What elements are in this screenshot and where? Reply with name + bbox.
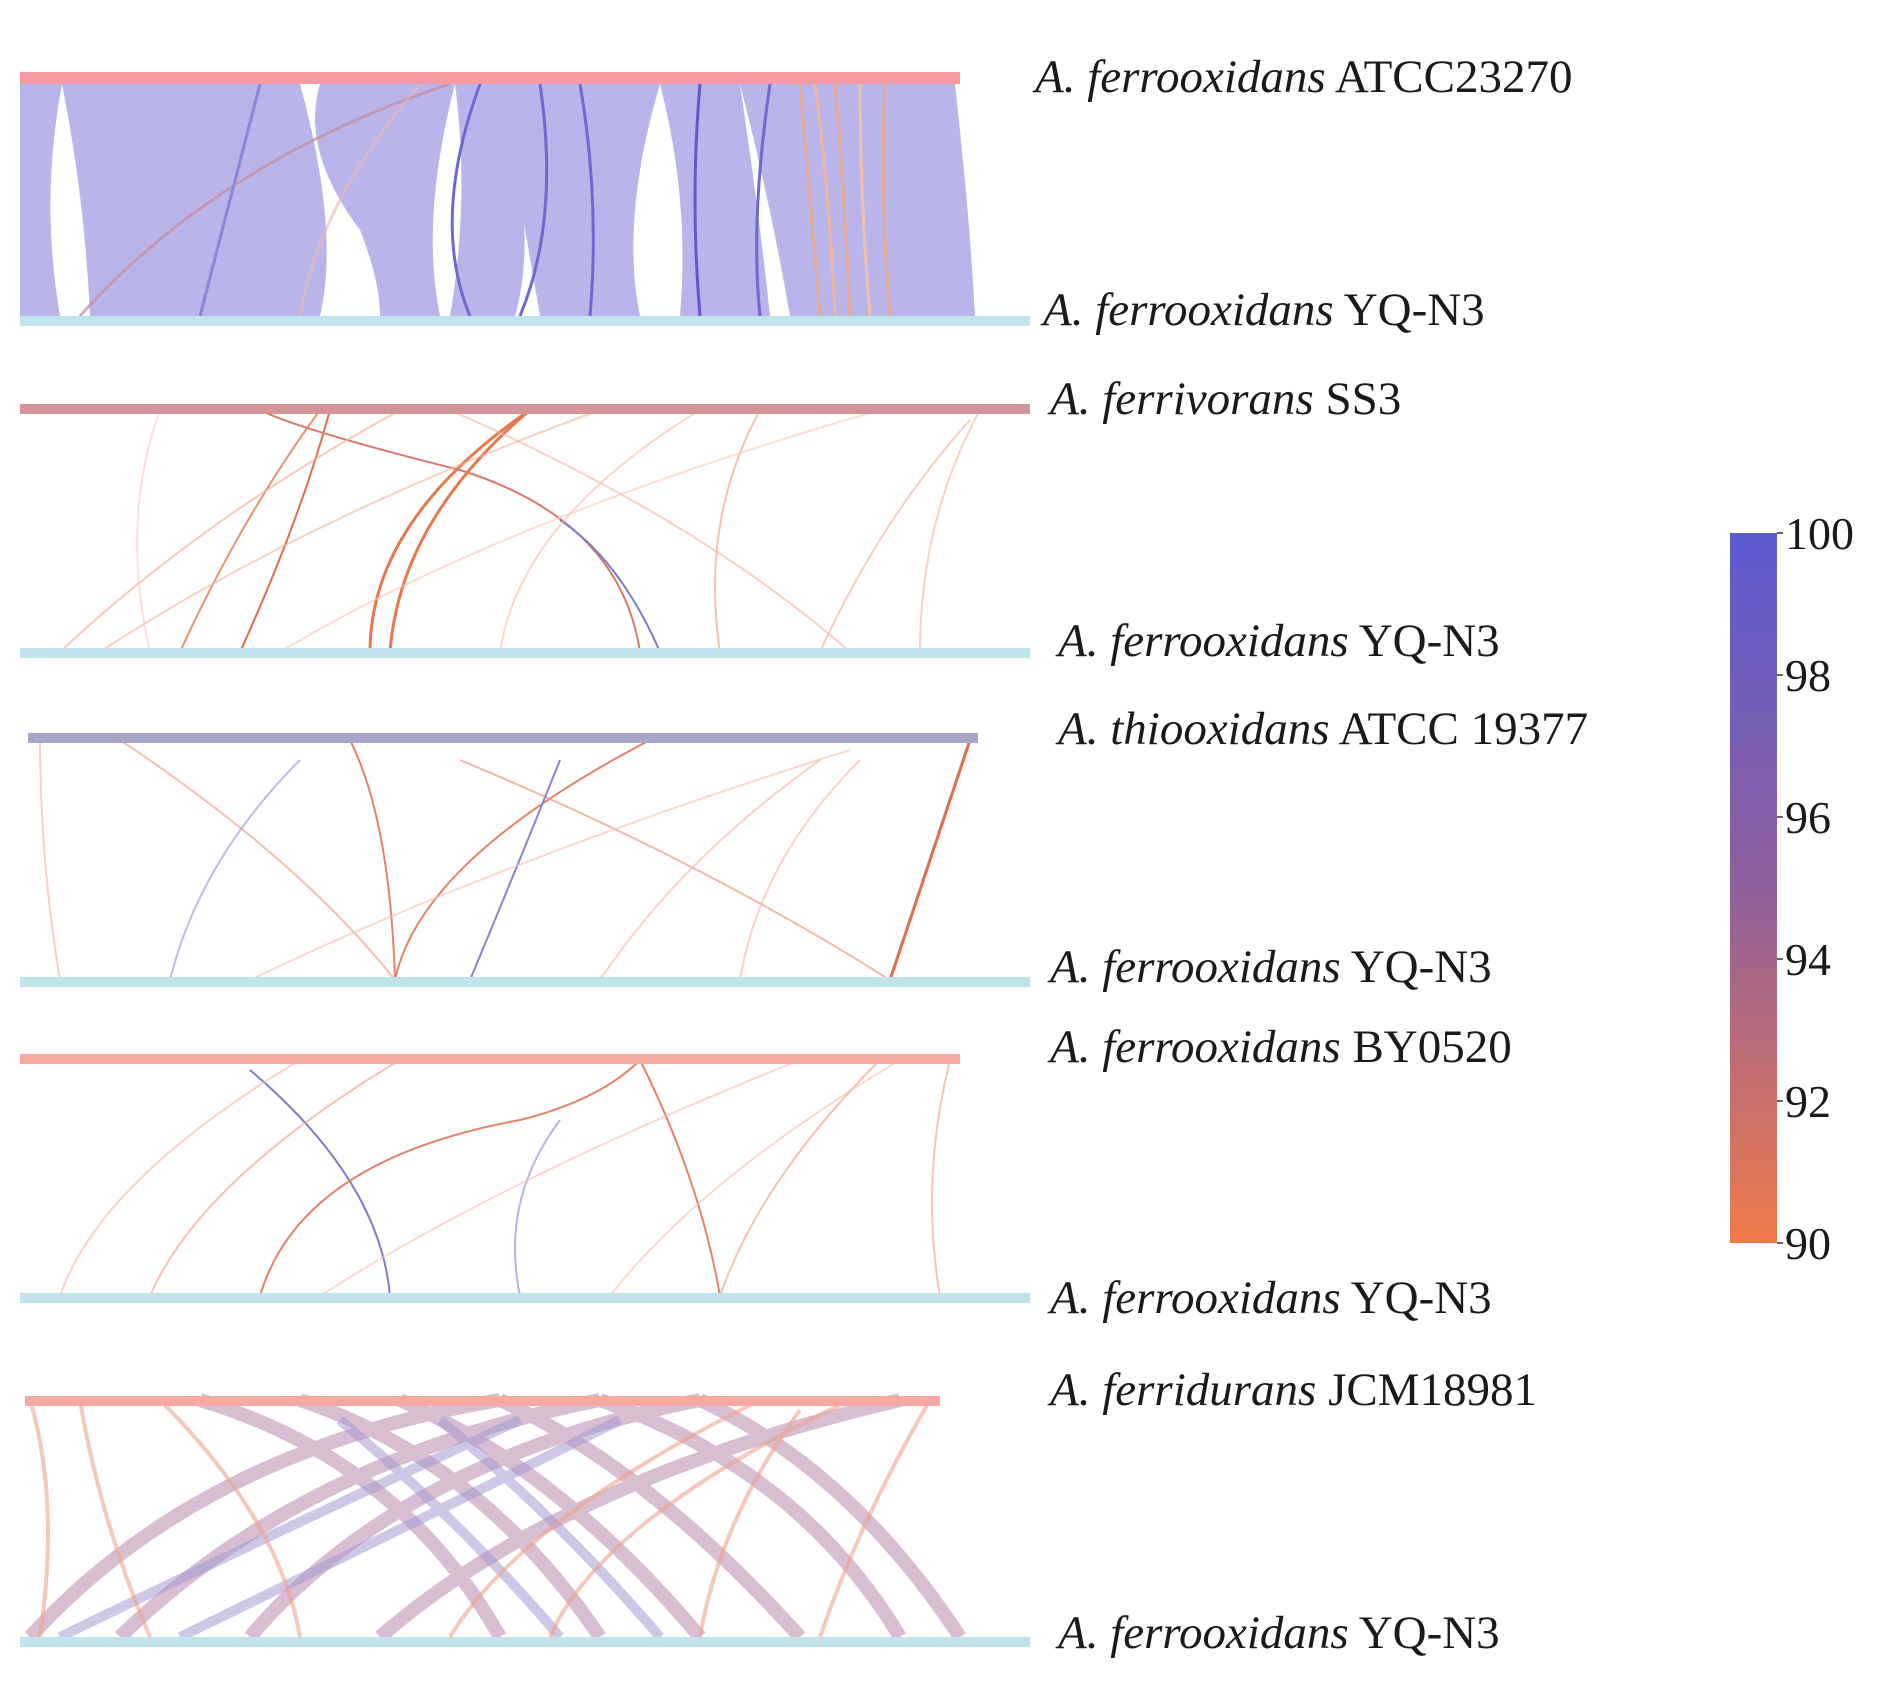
panel-4-links (59, 1059, 951, 1297)
genome-bars (20, 72, 1030, 1647)
genome-bar-atcc19377 (28, 733, 978, 743)
genome-bar-yqn3-5 (20, 1637, 1030, 1647)
label-yqn3-1: A. ferrooxidans YQ-N3 (1040, 284, 1485, 336)
panel-1-links (20, 82, 975, 318)
genome-labels: A. ferrooxidans ATCC23270 A. ferrooxidan… (1032, 51, 1588, 1659)
panel-3-links (39, 739, 972, 981)
label-by0520: A. ferrooxidans BY0520 (1047, 1021, 1512, 1073)
label-yqn3-4: A. ferrooxidans YQ-N3 (1047, 1272, 1492, 1324)
label-yqn3-3: A. ferrooxidans YQ-N3 (1047, 941, 1492, 993)
colorbar-tick-label: 98 (1785, 650, 1831, 701)
label-ss3: A. ferrivorans SS3 (1047, 373, 1401, 425)
colorbar-tick-label: 96 (1785, 792, 1831, 843)
label-atcc19377: A. thiooxidans ATCC 19377 (1055, 703, 1588, 755)
colorbar-tick-label: 94 (1785, 934, 1831, 985)
label-yqn3-5: A. ferrooxidans YQ-N3 (1055, 1607, 1500, 1659)
panel-5-links (24, 1393, 966, 1643)
genome-bar-jcm18981 (25, 1396, 940, 1406)
genome-bar-ss3 (20, 404, 1030, 414)
label-jcm18981: A. ferridurans JCM18981 (1047, 1364, 1537, 1416)
genome-bar-yqn3-3 (20, 977, 1030, 987)
label-yqn3-2: A. ferrooxidans YQ-N3 (1055, 615, 1500, 667)
colorbar-tick-label: 100 (1785, 508, 1854, 559)
colorbar-tick-label: 90 (1785, 1218, 1831, 1269)
genome-bar-yqn3-4 (20, 1293, 1030, 1303)
genome-bar-yqn3-1 (20, 316, 1030, 326)
identity-colorbar: 100 98 96 94 92 90 (1730, 508, 1854, 1269)
genome-bar-by0520 (20, 1054, 960, 1064)
genome-bar-atcc23270 (20, 72, 960, 84)
label-atcc23270: A. ferrooxidans ATCC23270 (1032, 51, 1573, 103)
colorbar-gradient (1730, 533, 1777, 1243)
panel-2-links (59, 408, 981, 653)
genome-bar-yqn3-2 (20, 648, 1030, 658)
colorbar-tick-label: 92 (1785, 1076, 1831, 1127)
